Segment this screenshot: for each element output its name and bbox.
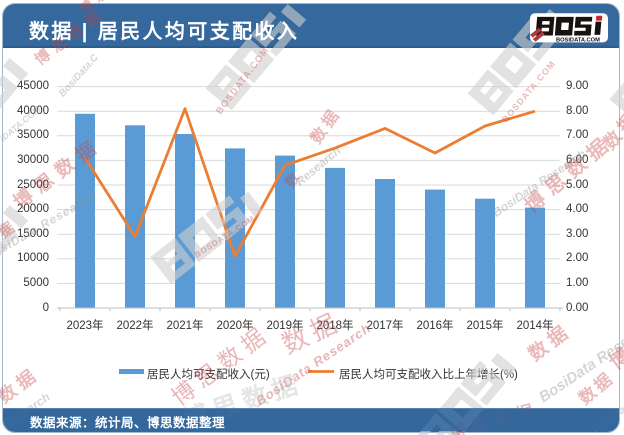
svg-text:BOSIDATA.COM: BOSIDATA.COM <box>556 37 600 43</box>
